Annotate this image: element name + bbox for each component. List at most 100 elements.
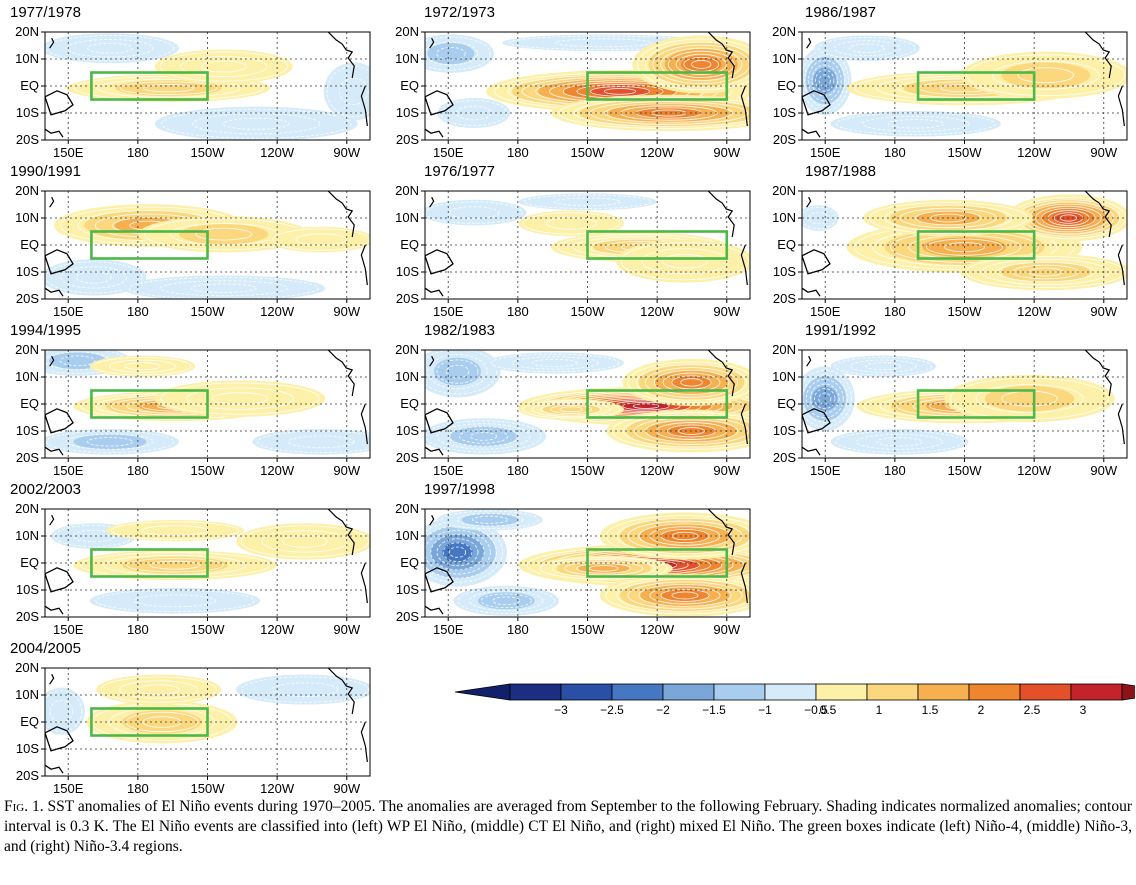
shading-contour [89, 588, 261, 614]
contour-line [680, 378, 703, 387]
sst-map-1990-1991: 20N 10N EQ 10S 20S 150E 180 150W 120W 90W [15, 183, 371, 319]
contour-line [436, 46, 466, 61]
colorbar-tick-label: 1.5 [922, 703, 939, 717]
lat-tick-label: 10S [16, 582, 39, 597]
nino-region-box [90, 230, 209, 260]
coastline-australia [425, 605, 444, 615]
contour-line [186, 387, 294, 410]
sst-map-2004-2005: 20N 10N EQ 10S 20S 150E 180 150W 120W 90W [15, 660, 371, 796]
sst-map-1972-1973: 20N 10N EQ 10S 20S 150E 180 150W 120W 90W [395, 24, 751, 160]
shading-contour [236, 523, 370, 560]
contour-line [281, 535, 329, 548]
contour-line [590, 86, 650, 97]
coastline-south-america [1117, 85, 1125, 127]
contour-line [261, 530, 349, 553]
contour-line [425, 420, 542, 453]
panel-title: 1972/1973 [424, 4, 495, 21]
panel-title: 1991/1992 [805, 322, 876, 339]
contour-line [814, 388, 836, 410]
contour-line [899, 207, 998, 229]
contour-line [200, 60, 247, 73]
coastline-philippines [429, 514, 435, 526]
contour-line [653, 369, 730, 395]
colorbar-tick-label: 1 [876, 703, 883, 717]
shading-contour [252, 429, 370, 455]
coastline-new-guinea [802, 408, 831, 434]
panel-1990-1991: 1990/1991 20N 10N EQ 10S 20S 150E 180 150W 120W 9… [0, 163, 371, 319]
nino-region-box [916, 230, 1036, 260]
coastline-philippines [49, 514, 55, 526]
coastline-australia [45, 605, 64, 615]
shading-contour [442, 542, 473, 563]
shading-contour [477, 592, 535, 610]
contour-line [75, 271, 112, 284]
panel-title: 1976/1977 [424, 163, 495, 180]
lon-tick-label: 120W [1017, 463, 1052, 478]
coastline-south-america [740, 403, 748, 445]
lon-tick-label: 180 [507, 145, 529, 160]
contour-line [1017, 67, 1074, 84]
lat-tick-label: EQ [20, 237, 39, 252]
coastline-australia [425, 287, 444, 297]
sst-map-1997-1998: 20N 10N EQ 10S 20S 150E 180 150W 120W 90W [395, 501, 751, 637]
lon-tick-label: 180 [884, 145, 906, 160]
coastline-central-america [327, 509, 355, 556]
shading-contour [425, 199, 527, 226]
contour-line [86, 437, 134, 447]
contour-line [949, 377, 1110, 420]
lat-tick-label: 20N [395, 342, 419, 357]
lon-tick-label: 180 [884, 463, 906, 478]
coastline-south-america [1117, 403, 1125, 445]
anomaly-field [425, 191, 750, 299]
shading-contour [590, 85, 650, 98]
contour-line [126, 557, 224, 573]
lat-tick-label: 20S [16, 132, 39, 147]
lon-tick-label: 150E [433, 622, 464, 637]
contour-line [110, 521, 240, 540]
caption-number: . 1. [24, 798, 44, 815]
coastline-south-america [360, 403, 368, 445]
lat-tick-label: 20S [773, 450, 796, 465]
shading-contour [106, 519, 244, 542]
lon-tick-label: 120W [1017, 145, 1052, 160]
shading-contour [518, 210, 624, 237]
contour-line [588, 565, 619, 572]
contour-line [644, 367, 739, 398]
contour-line [603, 88, 637, 95]
lat-tick-label: EQ [400, 78, 419, 93]
shading-contour [154, 106, 358, 140]
shading-contour [830, 429, 969, 455]
sst-map-1982-1983: 20N 10N EQ 10S 20S 150E 180 150W 120W 90W [395, 342, 751, 478]
contour-line [667, 50, 735, 78]
colorbar-tick-label: 2 [978, 703, 985, 717]
shading-contour [45, 687, 85, 735]
colorbar-swatch-negative [764, 683, 817, 701]
contour-line [805, 379, 844, 419]
shading-contour [73, 434, 147, 450]
contour-line [966, 54, 1126, 97]
lat-tick-label: 10N [772, 51, 796, 66]
lon-tick-label: 150W [571, 145, 606, 160]
lon-tick-label: 120W [640, 463, 675, 478]
lat-tick-label: EQ [20, 714, 39, 729]
contour-line [671, 375, 712, 390]
caption-prefix: F [4, 798, 13, 815]
contour-line [834, 356, 933, 376]
lat-tick-label: 20S [773, 291, 796, 306]
contour-line [192, 113, 321, 135]
lon-tick-label: 120W [640, 304, 675, 319]
contour-line [641, 248, 729, 275]
coastline-philippines [806, 355, 812, 367]
contour-line [338, 77, 369, 105]
shading-contour [323, 62, 370, 121]
panel-1972-1973: 1972/1973 20N 10N EQ 10S 20S 150E 180 150W 120W 9… [380, 4, 751, 160]
contour-line [448, 546, 467, 558]
shading-contour [616, 239, 750, 283]
lat-tick-label: 20S [773, 132, 796, 147]
figure-caption: Fig. 1. SST anomalies of El Niño events … [4, 797, 1132, 857]
lon-tick-label: 90W [1090, 145, 1117, 160]
coastline-australia [802, 446, 821, 456]
lat-tick-label: 10S [16, 105, 39, 120]
contour-line [531, 358, 579, 368]
lat-tick-label: 20N [15, 660, 39, 675]
